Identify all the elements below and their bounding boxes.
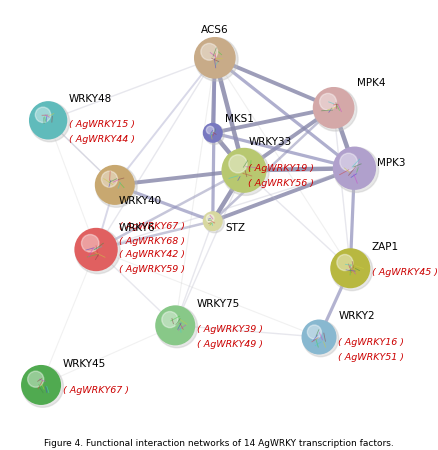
- Circle shape: [156, 306, 194, 345]
- Circle shape: [30, 102, 67, 139]
- Text: WRKY45: WRKY45: [63, 359, 106, 369]
- Circle shape: [205, 213, 224, 233]
- Circle shape: [204, 212, 222, 230]
- Text: ( AgWRKY67 ): ( AgWRKY67 ): [63, 386, 129, 395]
- Text: WRKY48: WRKY48: [69, 94, 112, 104]
- Circle shape: [201, 43, 218, 60]
- Circle shape: [334, 148, 378, 193]
- Text: ( AgWRKY15 ): ( AgWRKY15 ): [69, 120, 135, 129]
- Circle shape: [314, 88, 357, 131]
- Circle shape: [222, 148, 269, 195]
- Text: WRKY33: WRKY33: [248, 137, 291, 148]
- Text: ( AgWRKY49 ): ( AgWRKY49 ): [197, 340, 263, 349]
- Circle shape: [195, 38, 238, 81]
- Text: MKS1: MKS1: [225, 114, 254, 124]
- Circle shape: [75, 229, 117, 270]
- Circle shape: [337, 254, 353, 270]
- Circle shape: [204, 124, 222, 142]
- Circle shape: [206, 126, 214, 134]
- Text: WRKY2: WRKY2: [338, 311, 375, 321]
- Circle shape: [22, 366, 64, 407]
- Circle shape: [162, 311, 178, 328]
- Text: WRKY75: WRKY75: [197, 299, 240, 309]
- Circle shape: [22, 366, 60, 404]
- Text: MPK4: MPK4: [357, 78, 385, 88]
- Text: ( AgWRKY42 ): ( AgWRKY42 ): [119, 249, 185, 258]
- Text: ( AgWRKY16 ): ( AgWRKY16 ): [338, 338, 404, 347]
- Circle shape: [303, 321, 339, 357]
- Circle shape: [75, 229, 120, 274]
- Circle shape: [28, 371, 44, 387]
- Circle shape: [101, 171, 117, 187]
- Text: ( AgWRKY67 ): ( AgWRKY67 ): [119, 222, 185, 231]
- Text: ( AgWRKY51 ): ( AgWRKY51 ): [338, 353, 404, 362]
- Text: ( AgWRKY19 ): ( AgWRKY19 ): [248, 164, 314, 173]
- Circle shape: [331, 249, 369, 288]
- Circle shape: [195, 38, 235, 78]
- Text: ( AgWRKY39 ): ( AgWRKY39 ): [197, 325, 263, 334]
- Circle shape: [334, 148, 375, 189]
- Text: WRKY40: WRKY40: [119, 196, 162, 206]
- Circle shape: [95, 166, 134, 204]
- Text: MPK3: MPK3: [378, 158, 406, 168]
- Circle shape: [307, 325, 321, 339]
- Text: STZ: STZ: [225, 223, 245, 233]
- Circle shape: [229, 155, 247, 173]
- Text: WRKY6: WRKY6: [119, 223, 155, 233]
- Text: ( AgWRKY59 ): ( AgWRKY59 ): [119, 265, 185, 274]
- Circle shape: [320, 94, 336, 110]
- Circle shape: [156, 306, 198, 348]
- Text: ZAP1: ZAP1: [372, 242, 399, 252]
- Text: ( AgWRKY44 ): ( AgWRKY44 ): [69, 135, 135, 144]
- Text: ( AgWRKY68 ): ( AgWRKY68 ): [119, 238, 185, 247]
- Circle shape: [35, 107, 51, 122]
- Circle shape: [314, 88, 353, 128]
- Circle shape: [340, 153, 357, 171]
- Circle shape: [331, 249, 373, 291]
- Text: Figure 4. Functional interaction networks of 14 AgWRKY transcription factors.: Figure 4. Functional interaction network…: [44, 439, 394, 448]
- Circle shape: [223, 148, 266, 192]
- Circle shape: [206, 215, 214, 222]
- Circle shape: [81, 234, 99, 252]
- Circle shape: [205, 125, 224, 144]
- Circle shape: [96, 166, 137, 207]
- Circle shape: [30, 102, 70, 142]
- Text: ( AgWRKY45 ): ( AgWRKY45 ): [372, 268, 438, 277]
- Circle shape: [302, 320, 336, 354]
- Text: ACS6: ACS6: [201, 25, 229, 35]
- Text: ( AgWRKY56 ): ( AgWRKY56 ): [248, 179, 314, 188]
